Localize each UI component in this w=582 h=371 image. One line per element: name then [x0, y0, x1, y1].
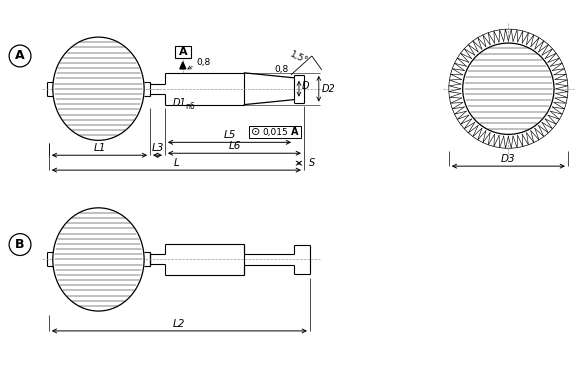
Text: L6: L6 — [228, 141, 240, 151]
Text: L3: L3 — [151, 143, 164, 153]
Text: D1: D1 — [173, 98, 187, 108]
Text: L: L — [173, 158, 179, 168]
Text: B: B — [15, 238, 25, 251]
Text: 1,5°: 1,5° — [289, 50, 310, 66]
Circle shape — [9, 234, 31, 256]
Polygon shape — [180, 62, 186, 69]
Ellipse shape — [53, 37, 144, 140]
Text: n6: n6 — [185, 102, 194, 111]
Text: L5: L5 — [223, 130, 236, 140]
Text: 0,8: 0,8 — [197, 58, 211, 68]
Text: 0,8: 0,8 — [274, 65, 288, 74]
Circle shape — [9, 45, 31, 67]
Text: D2: D2 — [322, 84, 335, 94]
Text: ⊙: ⊙ — [251, 127, 260, 137]
Bar — [175, 46, 191, 58]
Text: D3: D3 — [501, 154, 516, 164]
Text: A: A — [179, 47, 187, 57]
Text: A: A — [291, 127, 299, 137]
Ellipse shape — [53, 208, 144, 311]
Bar — [249, 127, 301, 138]
Circle shape — [463, 43, 554, 134]
Text: L2: L2 — [173, 319, 186, 329]
Text: S: S — [309, 158, 315, 168]
Text: A: A — [15, 49, 25, 62]
Text: L1: L1 — [93, 143, 105, 153]
Text: D: D — [302, 81, 310, 91]
Text: 0,015: 0,015 — [262, 128, 288, 137]
